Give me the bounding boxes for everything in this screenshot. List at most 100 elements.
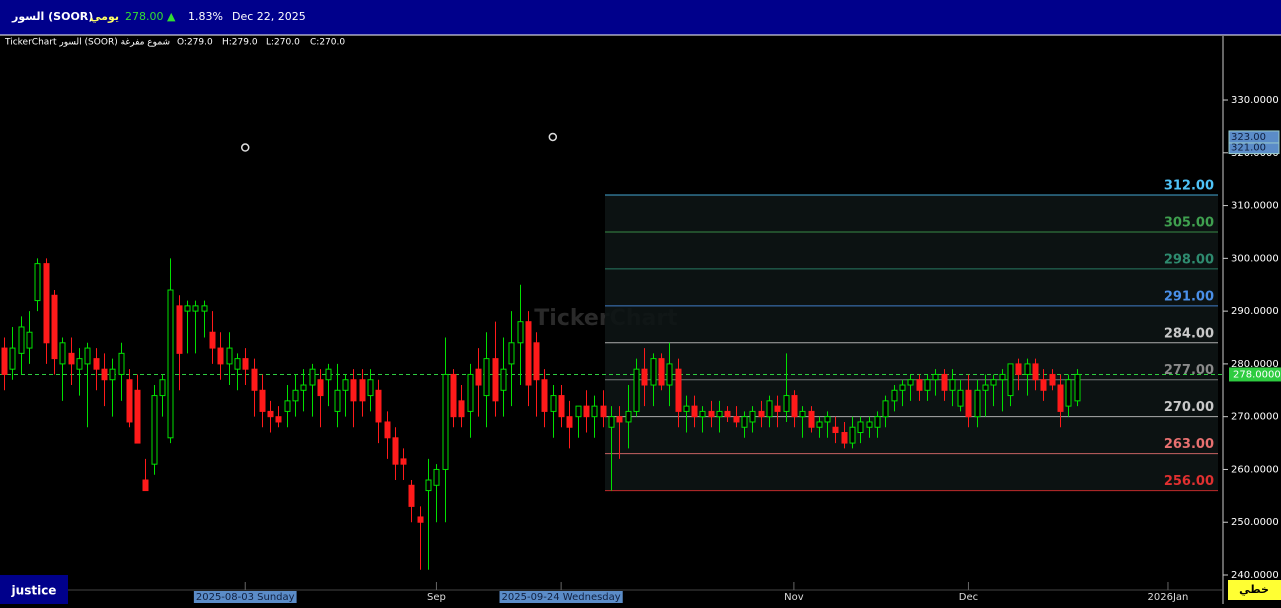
y-tick-label: 310.0000 (1231, 201, 1279, 212)
candle-body (591, 405, 598, 418)
candle-body (891, 389, 898, 402)
level-band (605, 231, 1218, 269)
candle-body (84, 347, 91, 365)
candle-body (658, 358, 665, 386)
candle-body (384, 421, 391, 439)
candle-body (1040, 379, 1047, 391)
x-tick-label: Nov (784, 592, 804, 603)
candle-body (43, 263, 50, 344)
candle-body (949, 379, 956, 391)
level-label: 305.00 (1164, 215, 1214, 230)
candle-body (359, 379, 366, 402)
candle-body (442, 373, 449, 470)
candle-body (924, 379, 931, 391)
candle-body (965, 389, 972, 418)
candle-body (59, 342, 66, 365)
candle-body (475, 368, 482, 386)
candle-body (284, 400, 291, 412)
candle-body (209, 331, 216, 349)
candle-body (990, 379, 997, 386)
candle-body (999, 373, 1006, 381)
candle-body (799, 410, 806, 418)
level-band (605, 268, 1218, 306)
candle-body (841, 432, 848, 444)
candle-body (724, 410, 731, 418)
candle-body (608, 416, 615, 428)
candle-body (857, 421, 864, 434)
candle-body (458, 400, 465, 418)
candle-body (300, 384, 307, 391)
y-tick-label: 260.0000 (1231, 464, 1279, 475)
candle-body (167, 289, 174, 439)
candle-body (1015, 363, 1022, 375)
candle-body (525, 321, 532, 386)
candle-body (699, 410, 706, 418)
level-label: 263.00 (1164, 437, 1214, 452)
candle-body (1032, 363, 1039, 381)
candle-body (1074, 373, 1081, 402)
period: يومي (90, 10, 119, 23)
candle-body (600, 405, 607, 418)
level-band (605, 453, 1218, 491)
candle-body (675, 368, 682, 412)
price: 278.00 (125, 10, 164, 23)
candle-body (849, 426, 856, 444)
change-icon: ▲ (167, 10, 176, 23)
candle-body (1007, 363, 1014, 397)
x-tick-label: 2025-09-24 Wednesday (502, 592, 621, 603)
toolbar-left-label[interactable]: justice (11, 584, 57, 598)
candle-body (733, 416, 740, 423)
candle-body (575, 405, 582, 418)
candle-body (68, 352, 75, 365)
symbol: السور (SOOR) (11, 10, 93, 23)
candle-body (907, 379, 914, 386)
marker-price-box (1228, 130, 1280, 144)
legend-name: TickerChart السور (SOOR) شموع مفرغة (4, 38, 170, 48)
candle-body (18, 326, 25, 354)
y-tick-label: 290.0000 (1231, 306, 1279, 317)
level-band (605, 195, 1218, 232)
toolbar-left[interactable] (0, 575, 68, 604)
candle-body (783, 395, 790, 412)
candle-body (899, 384, 906, 391)
candle-body (93, 358, 100, 370)
candle-body (1049, 373, 1056, 386)
marker-price-label: 321.00 (1231, 143, 1266, 154)
candle-body (334, 389, 341, 412)
y-tick-label: 280.0000 (1231, 359, 1279, 370)
candle-body (392, 437, 399, 465)
candle-body (616, 416, 623, 423)
candle-body (292, 389, 299, 402)
candle-body (51, 294, 58, 360)
level-label: 312.00 (1164, 179, 1214, 194)
level-band (605, 379, 1218, 417)
candle-body (400, 458, 407, 465)
candle-body (151, 395, 158, 465)
y-tick-label: 330.0000 (1231, 95, 1279, 106)
candle-body (1057, 384, 1064, 412)
marker (548, 132, 558, 142)
candle-body (375, 389, 382, 423)
candle-body (550, 395, 557, 412)
candle-body (874, 416, 881, 428)
y-tick-label: 270.0000 (1231, 412, 1279, 423)
candle-body (192, 305, 199, 312)
plot: TickerChart312.00305.00298.00291.00284.0… (0, 132, 1222, 570)
candle-body (808, 410, 815, 428)
candle-body (816, 421, 823, 428)
level-label: 284.00 (1164, 326, 1214, 341)
candle-body (159, 379, 166, 397)
level-label: 277.00 (1164, 363, 1214, 378)
candle-body (226, 347, 233, 365)
toolbar-right[interactable] (1228, 580, 1281, 600)
candle-body (791, 395, 798, 418)
candle-body (325, 368, 332, 381)
candle-body (882, 400, 889, 418)
candle-body (267, 410, 274, 418)
toolbar-right-label[interactable]: خطي (1239, 583, 1269, 596)
last-price-label: 278.0000 (1233, 369, 1281, 380)
axes: 240.0000 250.0000 260.0000 270.0000 280.0000… (193, 95, 1281, 603)
candle-body (916, 379, 923, 391)
level-label: 291.00 (1164, 289, 1214, 304)
